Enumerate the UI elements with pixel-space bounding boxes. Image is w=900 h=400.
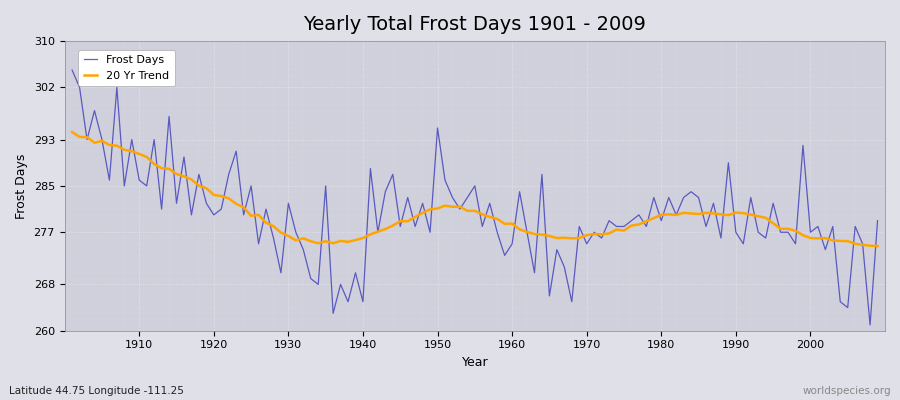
20 Yr Trend [596, 232, 607, 237]
Frost Days [500, 253, 510, 258]
Line: 20 Yr Trend: 20 Yr Trend [72, 132, 878, 246]
Frost Days [67, 68, 77, 72]
X-axis label: Year: Year [462, 356, 488, 369]
Frost Days [126, 137, 137, 142]
20 Yr Trend [507, 221, 517, 226]
Frost Days [291, 230, 302, 235]
20 Yr Trend [335, 238, 346, 243]
Legend: Frost Days, 20 Yr Trend: Frost Days, 20 Yr Trend [78, 50, 175, 86]
Frost Days [596, 236, 607, 240]
20 Yr Trend [500, 222, 510, 226]
Frost Days [507, 242, 517, 246]
20 Yr Trend [67, 130, 77, 134]
Y-axis label: Frost Days: Frost Days [15, 153, 28, 219]
Frost Days [872, 218, 883, 223]
Title: Yearly Total Frost Days 1901 - 2009: Yearly Total Frost Days 1901 - 2009 [303, 15, 646, 34]
20 Yr Trend [872, 244, 883, 248]
20 Yr Trend [291, 238, 302, 243]
Text: worldspecies.org: worldspecies.org [803, 386, 891, 396]
Line: Frost Days: Frost Days [72, 70, 878, 325]
Frost Days [335, 282, 346, 287]
Frost Days [865, 322, 876, 327]
20 Yr Trend [126, 149, 137, 154]
Text: Latitude 44.75 Longitude -111.25: Latitude 44.75 Longitude -111.25 [9, 386, 184, 396]
